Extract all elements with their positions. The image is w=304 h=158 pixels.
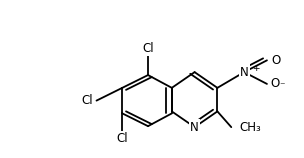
Text: Cl: Cl bbox=[142, 42, 154, 55]
Text: Cl: Cl bbox=[116, 132, 128, 145]
Text: +: + bbox=[252, 64, 259, 73]
Text: O: O bbox=[271, 54, 280, 67]
Text: N: N bbox=[190, 121, 199, 134]
Text: O: O bbox=[270, 77, 279, 90]
Text: ⁻: ⁻ bbox=[280, 82, 285, 92]
Text: CH₃: CH₃ bbox=[239, 121, 261, 134]
Text: Cl: Cl bbox=[81, 94, 92, 107]
Text: N: N bbox=[240, 66, 249, 79]
